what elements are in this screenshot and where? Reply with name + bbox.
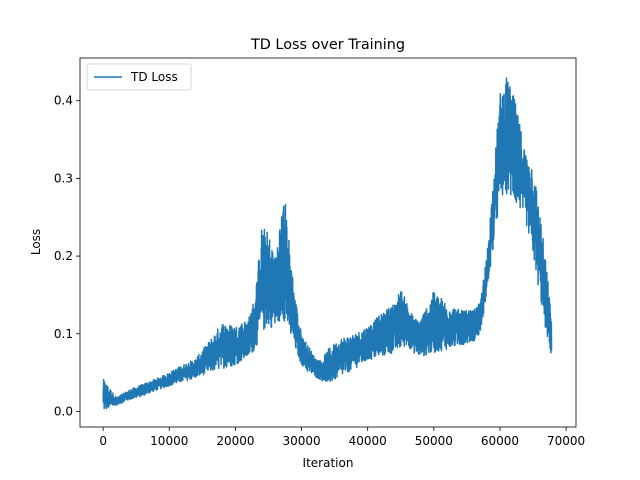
y-tick-label: 0.1 (54, 327, 73, 341)
legend-box (86, 63, 192, 91)
y-axis: 0.0 0.1 0.2 0.3 0.4 (54, 94, 80, 418)
x-tick-label: 10000 (150, 434, 188, 448)
y-axis-label: Loss (29, 229, 43, 255)
y-tick-label: 0.2 (54, 249, 73, 263)
x-tick-label: 40000 (349, 434, 387, 448)
x-axis-label: Iteration (303, 456, 354, 470)
td-loss-series-line (102, 77, 553, 410)
y-tick-label: 0.0 (54, 404, 73, 418)
legend: TD Loss (86, 63, 192, 91)
legend-label: TD Loss (130, 70, 178, 84)
x-tick-label: 20000 (216, 434, 254, 448)
x-tick-label: 50000 (415, 434, 453, 448)
chart-title: TD Loss over Training (250, 37, 405, 53)
x-tick-label: 0 (99, 434, 107, 448)
x-axis: 0 10000 20000 30000 40000 50000 60000 70000 (99, 427, 585, 448)
plot-frame (79, 57, 577, 428)
plot-area (79, 57, 577, 428)
x-tick-label: 70000 (547, 434, 585, 448)
y-tick-label: 0.3 (54, 171, 73, 185)
y-tick-label: 0.4 (54, 94, 73, 108)
x-tick-label: 30000 (282, 434, 320, 448)
x-tick-label: 60000 (481, 434, 519, 448)
